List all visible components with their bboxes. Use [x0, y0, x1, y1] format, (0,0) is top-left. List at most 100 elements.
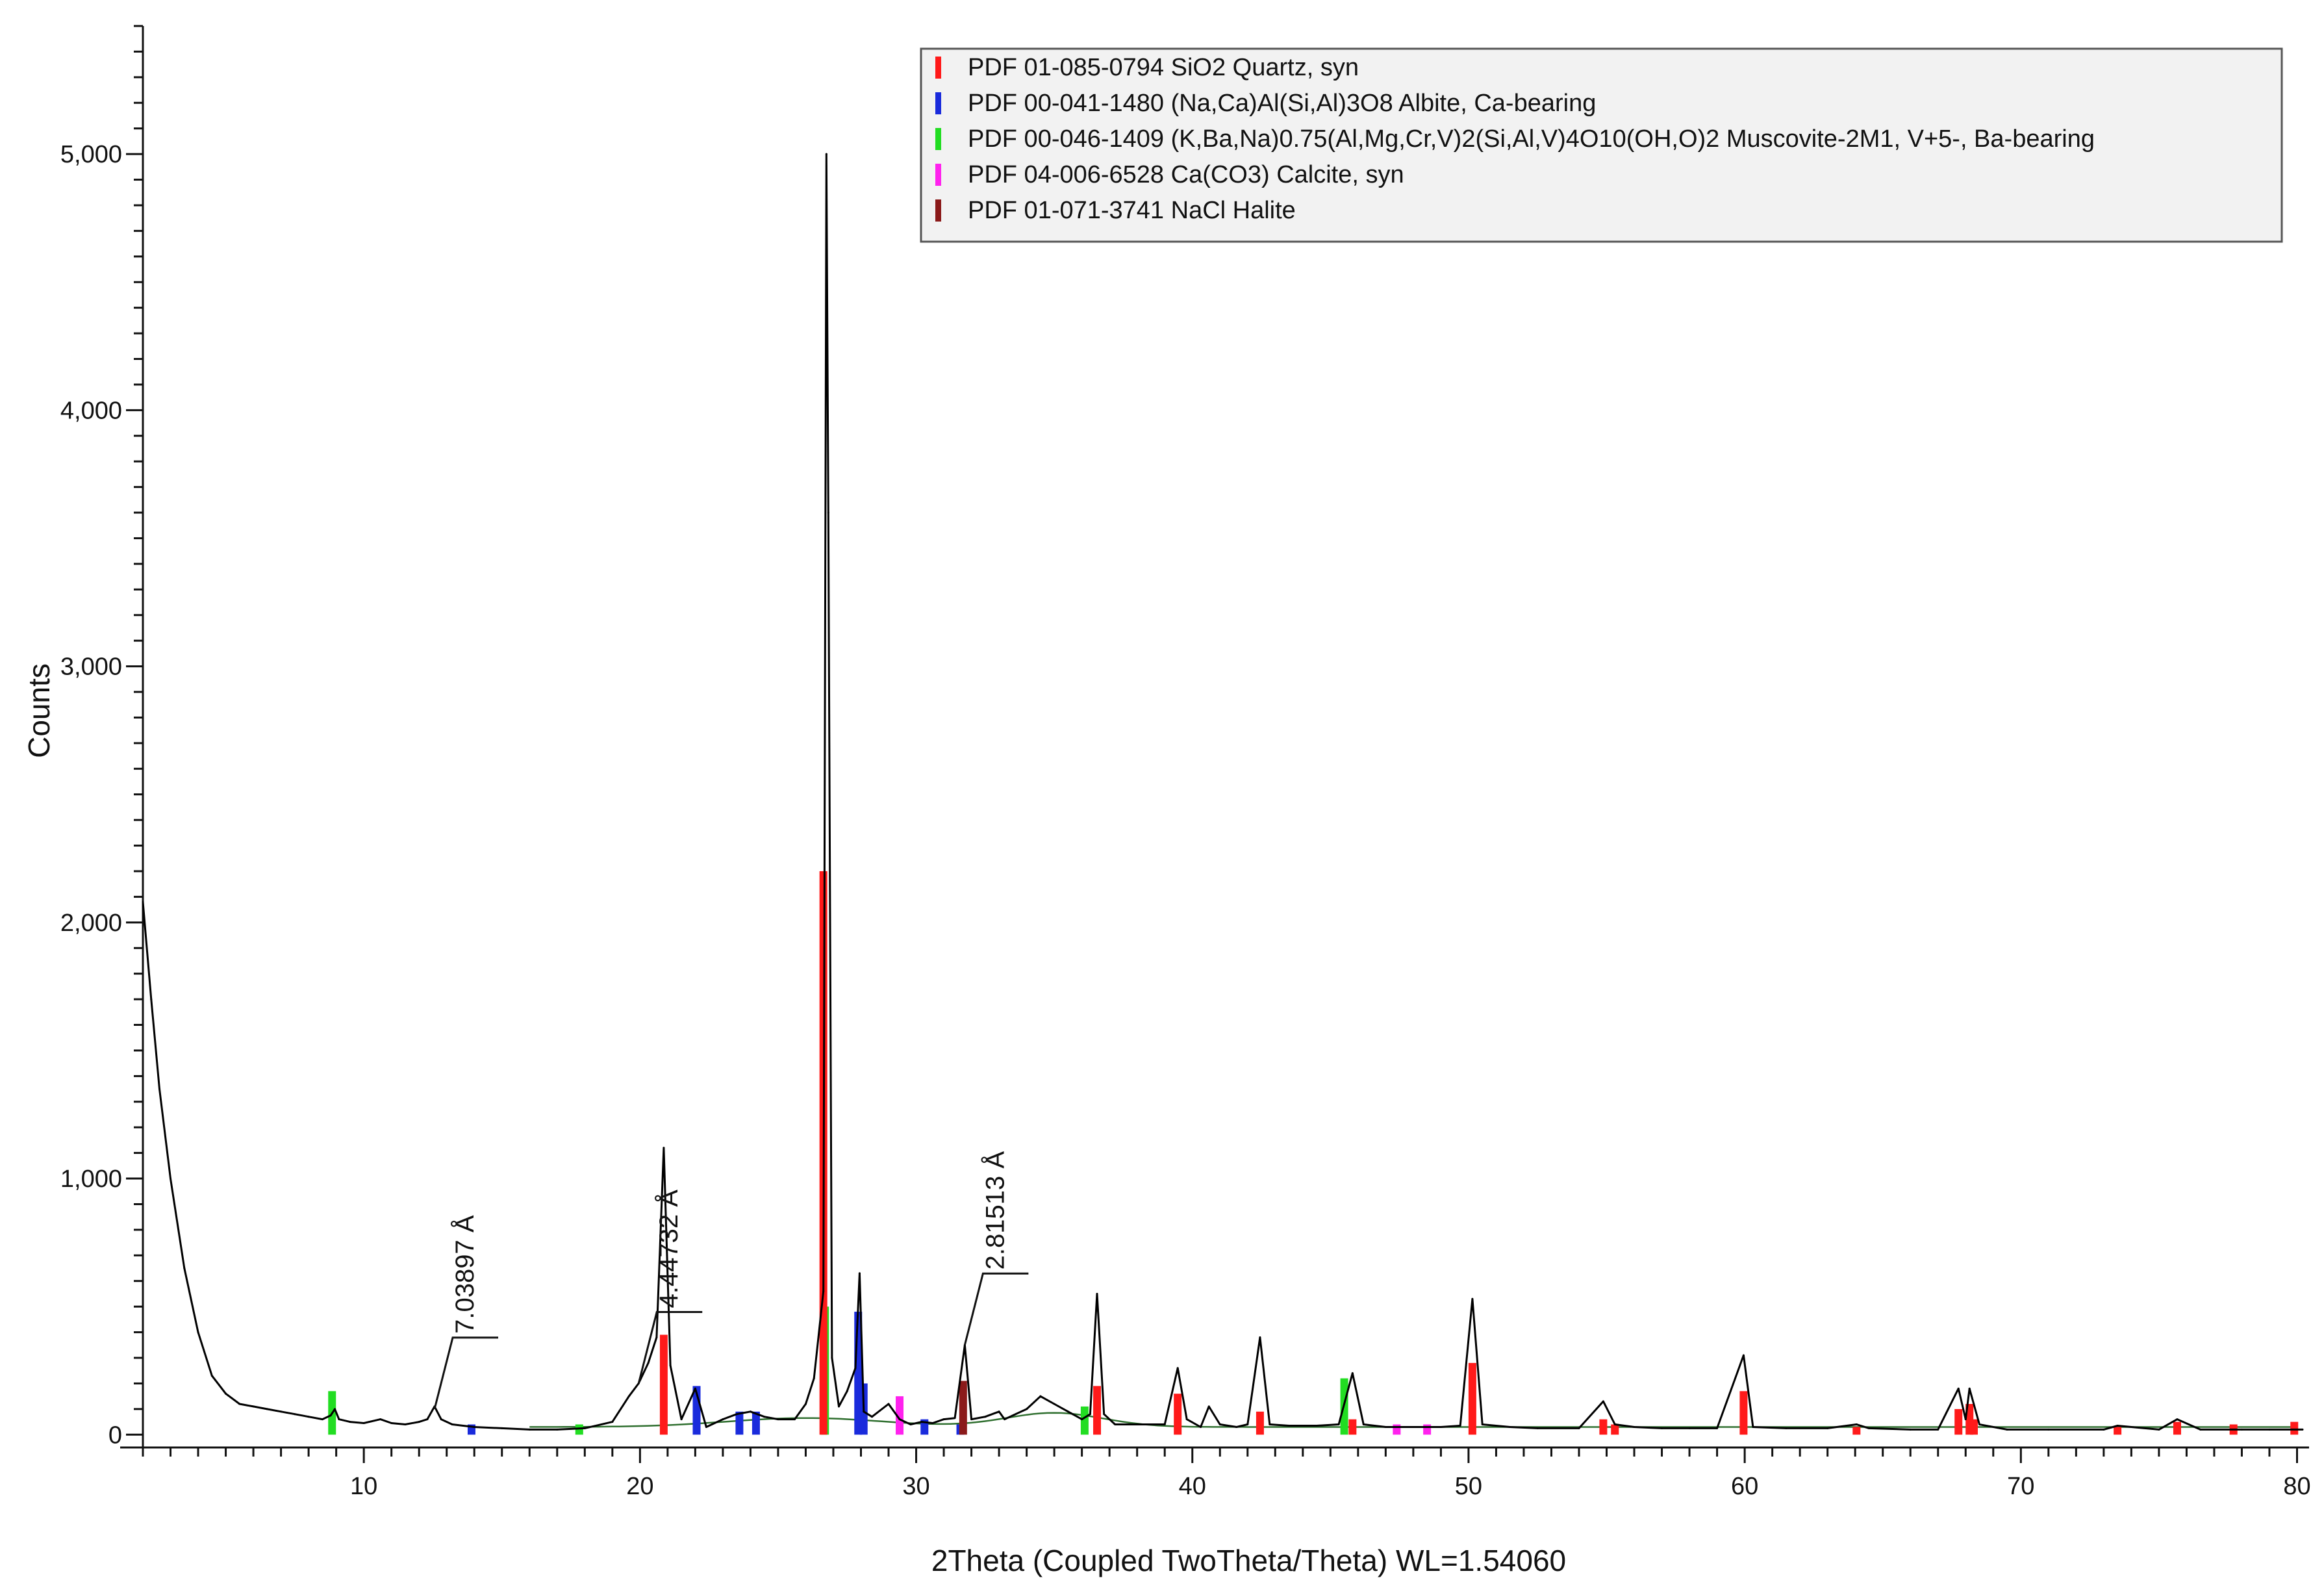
reference-stick [2114, 1427, 2122, 1435]
pattern-point [1481, 1423, 1484, 1426]
x-tick-label: 50 [1455, 1473, 1482, 1500]
pattern-point [150, 998, 153, 1000]
reference-stick [1970, 1419, 1978, 1435]
axes: 10 20 30 40 50 60 70 80 0 1,000 2,000 3,000 4,000 5,… [60, 25, 2311, 1500]
pattern-point [197, 1331, 199, 1334]
pattern-point [266, 1408, 268, 1410]
pattern-point [2116, 1424, 2119, 1427]
pattern-point [1826, 1427, 1829, 1429]
pattern-point [1602, 1400, 1604, 1403]
reference-stick [896, 1396, 904, 1435]
y-tick-label: 3,000 [60, 654, 122, 681]
pattern-point [680, 1418, 683, 1421]
pattern-point [705, 1425, 707, 1428]
pattern-point [854, 1367, 857, 1370]
x-axis-title: 2Theta (Coupled TwoTheta/Theta) WL=1.540… [931, 1544, 1566, 1577]
pattern-point [2240, 1428, 2243, 1431]
pattern-point [1235, 1425, 1238, 1428]
x-ticks: 10 20 30 40 50 60 70 80 [142, 1447, 2311, 1500]
legend-label: PDF 00-041-1480 (Na,Ca)Al(Si,Al)3O8 Albi… [968, 90, 1596, 117]
pattern-point [1742, 1354, 1745, 1357]
pattern-point [1867, 1427, 1870, 1429]
pattern-point [210, 1375, 213, 1377]
pattern-point [1114, 1423, 1117, 1426]
pattern-point [942, 1418, 945, 1421]
legend-label: PDF 04-006-6528 Ca(CO3) Calcite, syn [968, 161, 1404, 188]
reference-stick [575, 1424, 583, 1435]
pattern-point [1259, 1336, 1261, 1338]
pattern-point [1246, 1423, 1249, 1426]
pattern-point [763, 1416, 766, 1418]
pattern-point [1163, 1423, 1166, 1426]
reference-stick [1611, 1424, 1619, 1435]
pattern-point [1026, 1408, 1028, 1410]
pattern-point [1855, 1423, 1858, 1426]
pattern-point [1004, 1418, 1006, 1421]
pattern-point [2176, 1418, 2179, 1421]
pattern-point [1633, 1425, 1636, 1428]
pattern-point [1315, 1424, 1318, 1427]
y-tick-label: 5,000 [60, 141, 122, 168]
pattern-point [749, 1410, 752, 1413]
pattern-point [294, 1413, 296, 1416]
y-ticks: 0 1,000 2,000 3,000 4,000 5,000 [60, 25, 143, 1449]
pattern-point [426, 1418, 429, 1421]
pattern-point [473, 1425, 475, 1428]
pattern-point [158, 1088, 161, 1090]
reference-stick [1256, 1411, 1264, 1435]
pattern-point [1288, 1424, 1291, 1427]
pattern-point [858, 1272, 861, 1275]
pattern-point [627, 1395, 630, 1397]
reference-stick [959, 1381, 967, 1435]
x-tick-label: 20 [626, 1473, 653, 1500]
pattern-point [909, 1423, 912, 1426]
pattern-point [404, 1423, 407, 1426]
legend-label: PDF 00-046-1409 (K,Ba,Na)0.75(Al,Mg,Cr,V… [968, 125, 2095, 153]
reference-stick [2290, 1421, 2299, 1435]
pattern-point [863, 1410, 865, 1413]
pattern-point [2047, 1428, 2050, 1431]
reference-stick [1739, 1391, 1748, 1435]
pattern-point [920, 1421, 923, 1423]
pattern-point [611, 1421, 614, 1423]
annotation-label: 2.81513 Å [980, 1151, 1009, 1270]
pattern-point [1578, 1427, 1580, 1429]
pattern-point [1103, 1413, 1105, 1416]
annotation-label: 4.44732 Å [654, 1190, 683, 1308]
pattern-point [1185, 1418, 1188, 1421]
x-tick-label: 60 [1731, 1473, 1758, 1500]
legend-label: PDF 01-071-3741 NaCl Halite [968, 197, 1296, 224]
legend-box [920, 47, 2283, 243]
pattern-point [1964, 1418, 1967, 1421]
pattern-point [954, 1417, 956, 1420]
pattern-point [1716, 1427, 1719, 1429]
pattern-point [655, 1336, 658, 1338]
pattern-point [984, 1416, 987, 1418]
pattern-point [1661, 1427, 1663, 1429]
pattern-point [694, 1387, 696, 1390]
reference-stick [2173, 1421, 2181, 1435]
x-tick-label: 10 [350, 1473, 377, 1500]
x-tick-label: 30 [902, 1473, 929, 1500]
pattern-point [170, 1177, 172, 1180]
pattern-point [1509, 1425, 1511, 1428]
pattern-point [2301, 1428, 2304, 1431]
annotation-leader [963, 1272, 1029, 1345]
pattern-point [837, 1405, 840, 1408]
pattern-point [501, 1427, 503, 1429]
reference-stick [1599, 1419, 1608, 1435]
pattern-line [142, 153, 2303, 1431]
pattern-point [280, 1410, 283, 1413]
reference-stick [1468, 1362, 1476, 1435]
pattern-point [669, 1364, 672, 1367]
pattern-point [1199, 1425, 1202, 1428]
y-tick-label: 0 [108, 1421, 122, 1449]
pattern-point [1351, 1372, 1354, 1375]
pattern-point [1269, 1423, 1271, 1426]
pattern-point [1785, 1427, 1787, 1429]
pattern-point [362, 1422, 365, 1425]
pattern-point [1081, 1418, 1083, 1421]
pattern-point [349, 1421, 351, 1423]
pattern-point [1957, 1387, 1960, 1390]
